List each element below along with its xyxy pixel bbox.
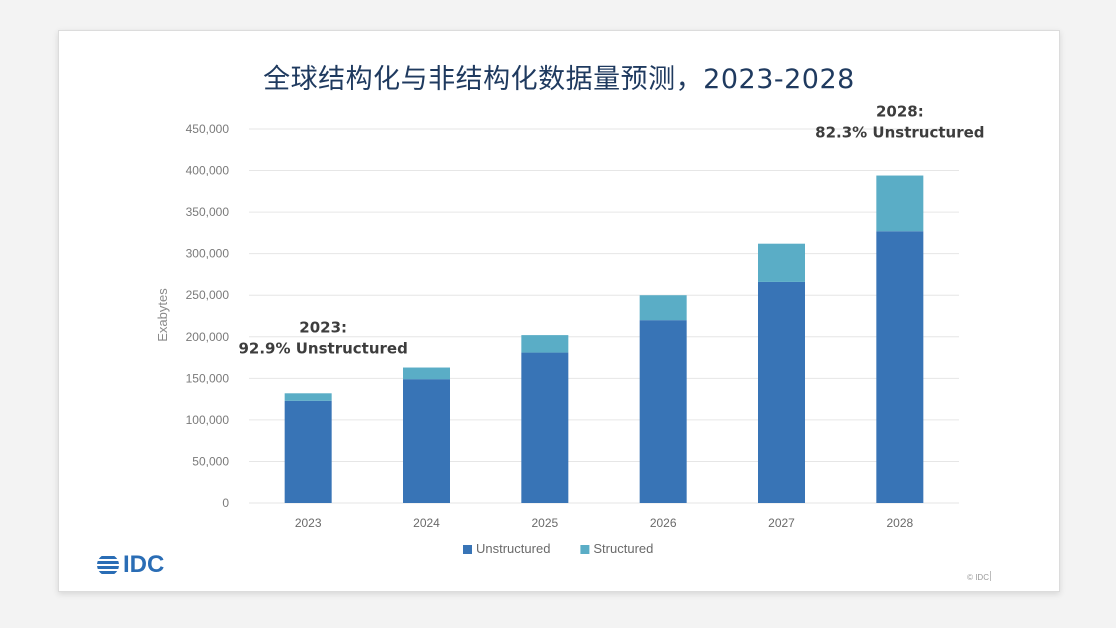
x-tick-labels: 2023 2024 2025 2026 2027 2028 xyxy=(295,516,914,530)
bar-unstructured-2027 xyxy=(758,281,805,503)
bar-unstructured-2024 xyxy=(403,379,450,503)
y-axis-label: Exabytes xyxy=(155,288,170,342)
x-tick-label: 2027 xyxy=(768,516,795,530)
y-tick-label: 350,000 xyxy=(186,205,230,219)
x-tick-label: 2024 xyxy=(413,516,440,530)
bar-unstructured-2026 xyxy=(639,320,687,503)
bar-structured-2026 xyxy=(639,295,687,321)
legend-swatch-unstructured xyxy=(463,545,472,554)
y-tick-label: 50,000 xyxy=(192,454,229,468)
bar-unstructured-2028 xyxy=(876,231,924,503)
y-tick-label: 450,000 xyxy=(186,122,230,136)
legend-label-structured: Structured xyxy=(593,541,653,556)
x-tick-label: 2025 xyxy=(531,516,558,530)
bar-structured-2024 xyxy=(403,367,450,380)
chart-plot: 0 50,000 100,000 150,000 200,000 250,000 300,0… xyxy=(155,103,985,556)
y-tick-label: 250,000 xyxy=(186,288,230,302)
y-tick-labels: 0 50,000 100,000 150,000 200,000 250,000 300,0… xyxy=(186,122,230,510)
bar-structured-2027 xyxy=(758,243,805,282)
bar-structured-2028 xyxy=(876,175,924,232)
y-tick-label: 200,000 xyxy=(186,330,230,344)
x-tick-label: 2026 xyxy=(650,516,677,530)
annotation-share: 82.3% Unstructured xyxy=(815,124,984,142)
y-tick-label: 100,000 xyxy=(186,413,230,427)
legend-swatch-structured xyxy=(580,545,590,554)
grid-lines xyxy=(249,128,959,504)
bar-structured-2025 xyxy=(521,335,569,353)
x-tick-label: 2028 xyxy=(886,516,913,530)
annotations: 2023: 92.9% Unstructured 2028: 82.3% Unstru… xyxy=(238,103,984,358)
y-tick-label: 0 xyxy=(222,496,229,510)
chart-title: 全球结构化与非结构化数据量预测，2023-2028 xyxy=(263,64,855,95)
legend: Unstructured Structured xyxy=(463,541,653,556)
annotation-year: 2028: xyxy=(876,103,924,121)
bar-unstructured-2023 xyxy=(284,400,332,503)
bars xyxy=(284,175,924,503)
annotation-year: 2023: xyxy=(299,318,347,336)
idc-logo: IDC xyxy=(97,551,164,579)
copyright-text: © IDC xyxy=(967,573,989,582)
y-tick-label: 300,000 xyxy=(186,247,230,261)
annotation-share: 92.9% Unstructured xyxy=(238,339,407,357)
chart-card: 全球结构化与非结构化数据量预测，2023-2028 0 50,000 100,000… xyxy=(58,30,1060,592)
y-tick-label: 150,000 xyxy=(186,371,230,385)
y-tick-label: 400,000 xyxy=(186,164,230,178)
idc-globe-icon xyxy=(97,554,119,576)
legend-label-unstructured: Unstructured xyxy=(476,541,550,556)
bar-structured-2023 xyxy=(284,393,332,401)
footer-divider xyxy=(990,571,991,581)
x-tick-label: 2023 xyxy=(295,516,322,530)
logo-text: IDC xyxy=(123,551,165,578)
bar-unstructured-2025 xyxy=(521,352,569,503)
